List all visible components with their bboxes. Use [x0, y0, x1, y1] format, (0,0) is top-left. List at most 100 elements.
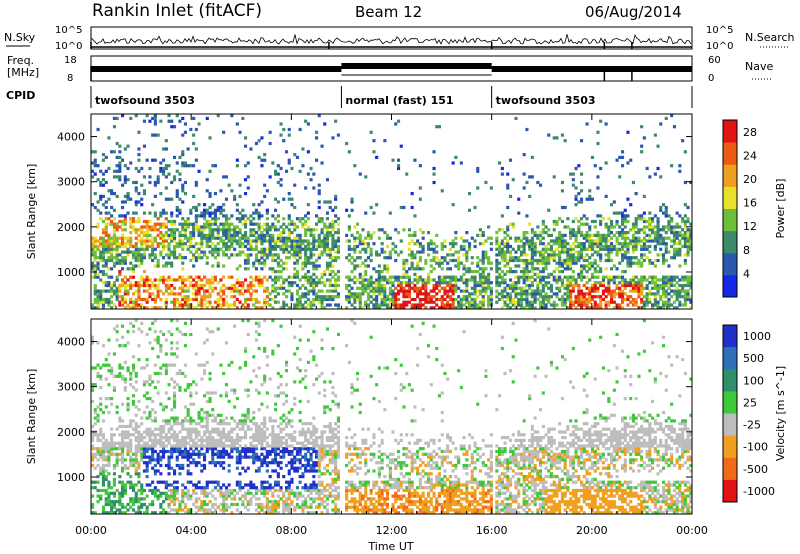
- heatmap-cell: [519, 295, 523, 299]
- heatmap-cell: [153, 236, 157, 240]
- heatmap-cell: [118, 258, 122, 263]
- heatmap-cell: [123, 491, 127, 495]
- heatmap-cell: [642, 244, 646, 249]
- heatmap-cell: [369, 130, 373, 134]
- heatmap-cell: [118, 491, 122, 495]
- heatmap-cell: [134, 200, 138, 204]
- heatmap-cell: [99, 427, 103, 431]
- heatmap-cell: [112, 433, 116, 437]
- heatmap-cell: [287, 283, 291, 288]
- heatmap-cell: [596, 236, 600, 240]
- heatmap-cell: [317, 300, 321, 304]
- heatmap-cell: [192, 133, 196, 137]
- heatmap-cell: [525, 231, 529, 235]
- heatmap-cell: [394, 228, 398, 232]
- heatmap-cell: [175, 169, 179, 173]
- heatmap-cell: [317, 114, 321, 118]
- heatmap-cell: [569, 233, 573, 237]
- heatmap-cell: [585, 300, 589, 304]
- heatmap-cell: [336, 283, 340, 288]
- heatmap-cell: [282, 222, 286, 226]
- heatmap-cell: [183, 283, 187, 288]
- heatmap-cell: [522, 270, 526, 274]
- heatmap-cell: [634, 247, 638, 251]
- heatmap-cell: [585, 264, 589, 268]
- heatmap-cell: [249, 286, 253, 290]
- heatmap-cell: [246, 297, 250, 302]
- heatmap-cell: [522, 286, 526, 290]
- heatmap-cell: [189, 164, 193, 168]
- nave-label: Nave: [745, 60, 773, 73]
- heatmap-cell: [290, 281, 294, 285]
- heatmap-cell: [596, 295, 600, 299]
- heatmap-cell: [582, 258, 586, 263]
- heatmap-cell: [558, 239, 562, 243]
- heatmap-cell: [197, 253, 201, 257]
- heatmap-cell: [681, 228, 685, 232]
- heatmap-cell: [459, 300, 463, 304]
- heatmap-cell: [511, 297, 515, 302]
- heatmap-cell: [142, 502, 146, 507]
- heatmap-cell: [683, 219, 687, 224]
- heatmap-cell: [621, 233, 625, 237]
- heatmap-cell: [478, 233, 482, 237]
- heatmap-cell: [142, 219, 146, 224]
- heatmap-cell: [241, 281, 245, 285]
- heatmap-cell: [533, 253, 537, 257]
- heatmap-cell: [599, 303, 603, 307]
- heatmap-cell: [440, 244, 444, 249]
- heatmap-cell: [410, 297, 414, 302]
- heatmap-cell: [178, 463, 182, 468]
- heatmap-cell: [170, 346, 174, 351]
- heatmap-cell: [306, 270, 310, 274]
- heatmap-cell: [334, 258, 338, 263]
- heatmap-cell: [167, 461, 171, 465]
- heatmap-cell: [213, 244, 217, 249]
- heatmap-cell: [211, 286, 215, 290]
- heatmap-cell: [686, 205, 690, 210]
- heatmap-cell: [320, 272, 324, 276]
- heatmap-cell: [402, 281, 406, 285]
- heatmap-cell: [173, 394, 177, 398]
- heatmap-cell: [569, 275, 573, 279]
- heatmap-cell: [137, 286, 141, 290]
- heatmap-cell: [164, 486, 168, 490]
- heatmap-cell: [525, 270, 529, 274]
- heatmap-cell: [167, 472, 171, 476]
- heatmap-cell: [178, 502, 182, 507]
- heatmap-cell: [134, 380, 138, 384]
- heatmap-cell: [596, 141, 600, 146]
- heatmap-cell: [238, 242, 242, 246]
- heatmap-cell: [287, 228, 291, 232]
- heatmap-cell: [129, 458, 133, 462]
- heatmap-cell: [612, 281, 616, 285]
- heatmap-cell: [519, 306, 523, 310]
- heatmap-cell: [276, 275, 280, 279]
- heatmap-cell: [549, 303, 553, 307]
- heatmap-cell: [544, 297, 548, 302]
- heatmap-cell: [153, 488, 157, 493]
- heatmap-cell: [478, 281, 482, 285]
- heatmap-cell: [282, 292, 286, 296]
- heatmap-cell: [159, 233, 163, 237]
- heatmap-cell: [418, 256, 422, 260]
- heatmap-cell: [304, 119, 308, 123]
- heatmap-cell: [457, 306, 461, 310]
- heatmap-cell: [306, 303, 310, 307]
- heatmap-cell: [569, 231, 573, 235]
- heatmap-cell: [571, 253, 575, 257]
- heatmap-cell: [470, 306, 474, 310]
- heatmap-cell: [265, 208, 269, 212]
- heatmap-cell: [325, 289, 329, 293]
- heatmap-cell: [192, 228, 196, 232]
- heatmap-cell: [645, 219, 649, 224]
- heatmap-cell: [552, 239, 556, 243]
- heatmap-cell: [331, 275, 335, 279]
- heatmap-cell: [402, 303, 406, 307]
- heatmap-cell: [167, 256, 171, 260]
- heatmap-cell: [656, 236, 660, 240]
- heatmap-cell: [574, 278, 578, 282]
- heatmap-cell: [93, 416, 97, 420]
- heatmap-cell: [672, 247, 676, 251]
- heatmap-cell: [394, 295, 398, 299]
